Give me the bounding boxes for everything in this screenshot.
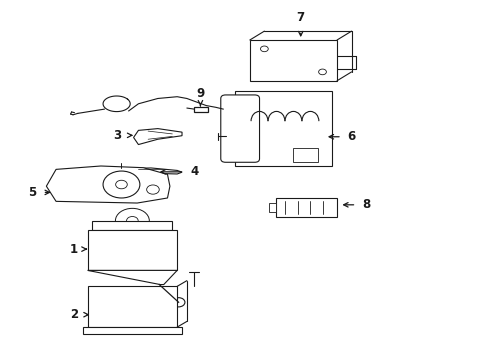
Bar xyxy=(93,221,172,230)
Polygon shape xyxy=(47,166,170,203)
Circle shape xyxy=(106,168,113,174)
FancyBboxPatch shape xyxy=(221,95,260,162)
Text: 8: 8 xyxy=(362,198,370,211)
Text: 7: 7 xyxy=(296,11,305,24)
Text: 1: 1 xyxy=(70,243,78,256)
Text: 2: 2 xyxy=(70,308,78,321)
Circle shape xyxy=(116,208,149,233)
Bar xyxy=(269,203,276,212)
Text: 5: 5 xyxy=(28,186,37,199)
Bar xyxy=(88,230,177,270)
Circle shape xyxy=(103,171,140,198)
Text: 3: 3 xyxy=(113,129,122,142)
Bar xyxy=(194,107,208,112)
Circle shape xyxy=(147,185,159,194)
Bar xyxy=(294,148,318,162)
Text: 4: 4 xyxy=(191,165,199,178)
Polygon shape xyxy=(134,129,182,145)
Circle shape xyxy=(172,298,185,307)
Bar xyxy=(235,91,332,166)
Circle shape xyxy=(126,216,138,225)
Polygon shape xyxy=(83,327,182,334)
Text: 9: 9 xyxy=(196,86,204,100)
Circle shape xyxy=(116,180,127,189)
Polygon shape xyxy=(90,168,182,175)
Circle shape xyxy=(261,46,268,52)
Circle shape xyxy=(318,69,326,75)
Text: 6: 6 xyxy=(348,130,356,143)
Bar xyxy=(88,286,177,327)
Polygon shape xyxy=(88,270,177,284)
Bar xyxy=(250,40,337,81)
Bar xyxy=(276,198,337,217)
Circle shape xyxy=(135,168,141,172)
